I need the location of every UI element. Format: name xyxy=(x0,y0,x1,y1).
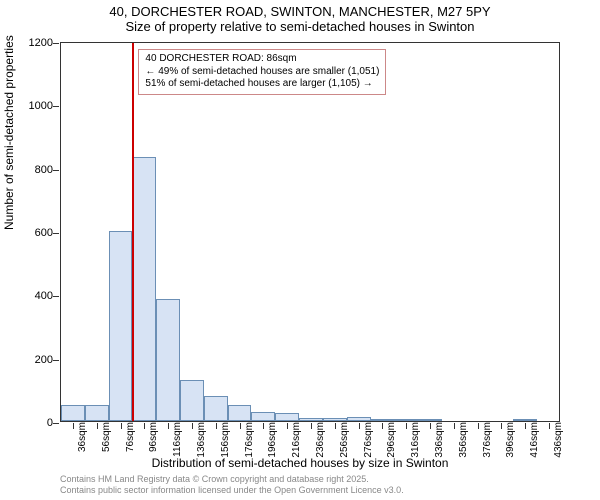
y-tick xyxy=(53,170,59,171)
y-tick xyxy=(53,360,59,361)
x-tick xyxy=(168,423,169,429)
histogram-bar xyxy=(132,157,156,421)
y-tick-label: 1000 xyxy=(13,100,53,112)
x-tick xyxy=(216,423,217,429)
histogram-bar xyxy=(371,419,395,421)
x-tick xyxy=(406,423,407,429)
x-tick xyxy=(311,423,312,429)
histogram-bar xyxy=(156,299,180,421)
title-line-2: Size of property relative to semi-detach… xyxy=(0,19,600,34)
y-tick-label: 600 xyxy=(13,227,53,239)
y-tick-label: 400 xyxy=(13,290,53,302)
x-tick xyxy=(501,423,502,429)
x-tick xyxy=(144,423,145,429)
y-tick xyxy=(53,233,59,234)
x-tick xyxy=(549,423,550,429)
y-tick-label: 800 xyxy=(13,164,53,176)
chart-container: 40, DORCHESTER ROAD, SWINTON, MANCHESTER… xyxy=(0,0,600,500)
x-axis-label: Distribution of semi-detached houses by … xyxy=(0,456,600,470)
histogram-bar xyxy=(180,380,204,421)
histogram-bar xyxy=(228,405,252,421)
histogram-bar xyxy=(418,419,442,421)
y-tick xyxy=(53,43,59,44)
histogram-bar xyxy=(513,419,537,421)
x-tick xyxy=(240,423,241,429)
histogram-bar xyxy=(299,418,323,421)
histogram-bar xyxy=(394,419,418,421)
title-block: 40, DORCHESTER ROAD, SWINTON, MANCHESTER… xyxy=(0,4,600,34)
histogram-bar xyxy=(85,405,109,421)
y-tick xyxy=(53,296,59,297)
footer-line-2: Contains public sector information licen… xyxy=(60,485,404,496)
annotation-box: 40 DORCHESTER ROAD: 86sqm ← 49% of semi-… xyxy=(138,49,386,95)
y-tick-label: 1200 xyxy=(13,37,53,49)
histogram-bar xyxy=(275,413,299,421)
title-line-1: 40, DORCHESTER ROAD, SWINTON, MANCHESTER… xyxy=(0,4,600,19)
y-axis-label: Number of semi-detached properties xyxy=(2,35,16,230)
histogram-bar xyxy=(323,418,347,421)
x-tick xyxy=(287,423,288,429)
histogram-bar xyxy=(109,231,133,421)
x-tick xyxy=(192,423,193,429)
x-tick xyxy=(335,423,336,429)
histogram-bar xyxy=(61,405,85,421)
marker-vertical-line xyxy=(132,43,134,421)
y-tick xyxy=(53,106,59,107)
y-tick-label: 200 xyxy=(13,354,53,366)
x-tick xyxy=(97,423,98,429)
histogram-bar xyxy=(251,412,275,422)
annotation-line-1: 40 DORCHESTER ROAD: 86sqm xyxy=(145,53,379,66)
y-tick xyxy=(53,423,59,424)
x-tick xyxy=(121,423,122,429)
footer-line-1: Contains HM Land Registry data © Crown c… xyxy=(60,474,404,485)
x-tick xyxy=(430,423,431,429)
x-tick xyxy=(382,423,383,429)
x-tick xyxy=(525,423,526,429)
x-tick xyxy=(359,423,360,429)
x-tick xyxy=(454,423,455,429)
histogram-bar xyxy=(347,417,371,421)
x-tick xyxy=(263,423,264,429)
x-tick xyxy=(478,423,479,429)
histogram-bar xyxy=(204,396,228,421)
annotation-line-2: ← 49% of semi-detached houses are smalle… xyxy=(145,66,379,79)
plot-area: 020040060080010001200 36sqm56sqm76sqm96s… xyxy=(60,42,560,422)
x-tick xyxy=(73,423,74,429)
footer-attribution: Contains HM Land Registry data © Crown c… xyxy=(60,474,404,496)
y-tick-label: 0 xyxy=(13,417,53,429)
annotation-line-3: 51% of semi-detached houses are larger (… xyxy=(145,78,379,91)
